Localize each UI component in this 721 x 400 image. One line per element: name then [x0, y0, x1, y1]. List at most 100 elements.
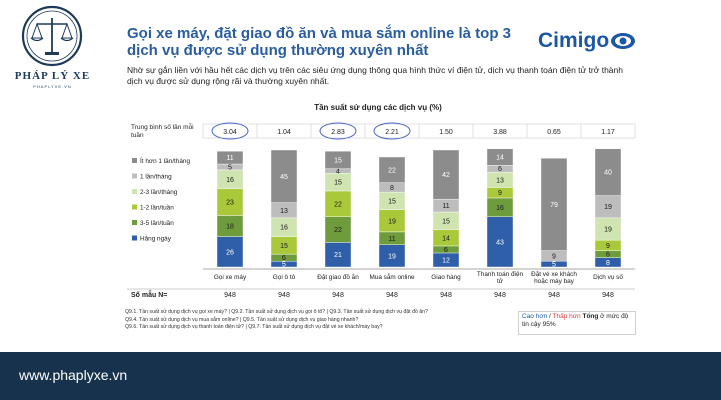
site-sidebar: PHÁP LÝ XE PHAPLYXE.VN	[0, 0, 105, 352]
bar-segment	[216, 188, 244, 216]
report-slide: Gọi xe máy, đặt giao đồ ăn và mua sắm on…	[113, 17, 643, 339]
data-label: 18	[226, 224, 234, 231]
lower-label: Thấp hơn	[552, 313, 581, 320]
category-label: Gọi ô tô	[273, 274, 296, 281]
data-label: 22	[388, 167, 396, 174]
legend-label: Ít hơn 1 lần/tháng	[140, 156, 190, 165]
bar-segment	[486, 148, 514, 166]
legend-label: 1-2 lần/tuần	[140, 203, 174, 212]
data-label: 21	[334, 252, 342, 259]
legend-label: Hằng ngày	[140, 234, 172, 243]
avg-value: 3.04	[223, 129, 237, 136]
data-label: 42	[442, 172, 450, 179]
significance-legend: Cao hơn / Thấp hơn Tổng ở mức độ tin cậy…	[518, 311, 636, 335]
data-label: 15	[442, 218, 450, 225]
bar-segment	[432, 149, 460, 200]
avg-value: 2.83	[331, 129, 345, 136]
data-label: 9	[606, 243, 610, 250]
category-label: Giao hàng	[431, 274, 461, 281]
legend-swatch	[132, 158, 137, 163]
avg-value: 1.50	[439, 129, 453, 136]
bar-segment	[324, 190, 352, 217]
data-label: 23	[226, 200, 234, 207]
avg-value: 1.04	[277, 129, 291, 136]
data-label: 9	[498, 190, 502, 197]
sep-label: /	[547, 313, 553, 320]
category-label-line: hoặc máy bay	[534, 278, 575, 285]
category-label-line: Đặt vé xe khách	[531, 271, 577, 278]
bar-segment	[324, 216, 352, 243]
data-label: 40	[604, 170, 612, 177]
avg-highlight-circle	[373, 122, 411, 140]
data-label: 43	[496, 239, 504, 246]
data-label: 11	[226, 155, 233, 162]
higher-label: Cao hơn	[522, 313, 548, 320]
data-label: 5	[228, 164, 232, 171]
total-label: Tổng	[580, 313, 599, 320]
data-label: 5	[282, 262, 286, 269]
legend-swatch	[132, 173, 137, 179]
data-label: 15	[334, 157, 342, 164]
sample-value: 948	[224, 292, 236, 299]
footnotes: Q9.1. Tần suất sử dụng dịch vụ gọi xe má…	[125, 309, 505, 332]
footnote-line: Q9.4. Tần suất sử dụng dịch vụ mua sắm o…	[125, 316, 359, 323]
chart-title: Tần suất sử dụng các dịch vụ (%)	[314, 103, 442, 112]
footnote-line: Q9.1. Tần suất sử dụng dịch vụ gọi xe má…	[125, 309, 428, 315]
data-label: 16	[280, 225, 288, 232]
sample-row: 948 948 948 948 948 948 948 948 Số mẫu N=	[127, 288, 635, 299]
data-label: 9	[552, 253, 556, 260]
avg-value: 2.21	[385, 129, 399, 136]
data-label: 6	[606, 252, 610, 259]
category-labels: Gọi xe máy Gọi ô tô Đặt giao đồ ăn Mua sắm …	[214, 271, 624, 285]
bar-segment	[378, 156, 406, 183]
data-label: 8	[606, 260, 610, 267]
data-label: 19	[604, 204, 612, 211]
footer-url-link[interactable]: www.phaplyxe.vn	[19, 367, 128, 383]
sample-value: 948	[440, 292, 452, 299]
data-label: 19	[604, 226, 612, 233]
bar-segment	[270, 149, 298, 203]
data-label: 14	[442, 235, 450, 242]
data-label: 19	[388, 253, 396, 260]
data-label: 4	[336, 169, 340, 176]
legend-label: 3-5 lần/tuần	[140, 218, 174, 227]
data-label: 11	[442, 203, 449, 210]
slide-intro: Nhờ sự gắn liền với hầu hết các dịch vụ …	[127, 65, 623, 86]
data-label: 19	[388, 218, 396, 225]
tail-label: ở mức độ tin cậy 95%	[522, 313, 629, 328]
bar-segment	[594, 148, 622, 196]
legend-swatch	[132, 204, 137, 210]
legend-swatch	[132, 220, 137, 225]
data-label: 13	[496, 177, 504, 184]
site-brand-name: PHÁP LÝ XE	[14, 70, 91, 82]
footnote-line: Q9.6. Tần suất sử dụng dịch vụ thanh toá…	[125, 324, 383, 331]
slide-title: Gọi xe máy, đặt giao đồ ăn và mua sắm on…	[127, 25, 511, 59]
category-label: Gọi xe máy	[214, 274, 247, 281]
data-label: 15	[334, 180, 342, 187]
sample-value: 948	[548, 292, 560, 299]
chart-legend: Ít hơn 1 lần/tháng 1 lần/tháng 2-3 lần/thá…	[132, 156, 190, 243]
sample-value: 948	[494, 292, 506, 299]
data-label: 79	[550, 202, 558, 209]
avg-value: 0.65	[547, 129, 561, 136]
cimigo-eye-icon	[611, 33, 635, 49]
category-label-line: Thanh toán điện	[477, 271, 524, 278]
avg-value: 3.88	[493, 129, 507, 136]
data-label: 6	[444, 247, 448, 254]
data-label: 15	[388, 198, 396, 205]
bars: 2618231651156151613452122221541519111915…	[203, 148, 635, 270]
data-label: 26	[226, 249, 234, 256]
bar-segment	[216, 236, 244, 268]
data-label: 45	[280, 174, 288, 181]
category-label: Đặt giao đồ ăn	[317, 272, 359, 281]
data-label: 13	[280, 208, 288, 215]
data-label: 16	[226, 177, 234, 184]
site-footer: www.phaplyxe.vn	[0, 352, 721, 400]
avg-value: 1.17	[601, 129, 615, 136]
avg-row-label: tuần	[131, 130, 144, 139]
data-label: 6	[498, 166, 502, 173]
category-label-line: tử	[497, 277, 504, 285]
data-label: 8	[390, 185, 394, 192]
